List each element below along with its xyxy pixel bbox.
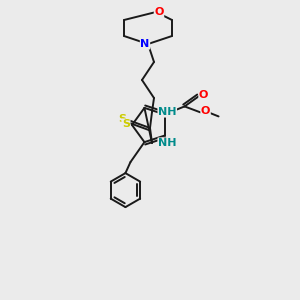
Text: NH: NH xyxy=(158,138,176,148)
Text: N: N xyxy=(140,39,150,49)
Text: O: O xyxy=(201,106,210,116)
Text: O: O xyxy=(199,90,208,100)
Text: O: O xyxy=(154,7,164,17)
Text: NH: NH xyxy=(158,107,176,117)
Text: S: S xyxy=(118,114,126,124)
Text: S: S xyxy=(122,119,130,129)
